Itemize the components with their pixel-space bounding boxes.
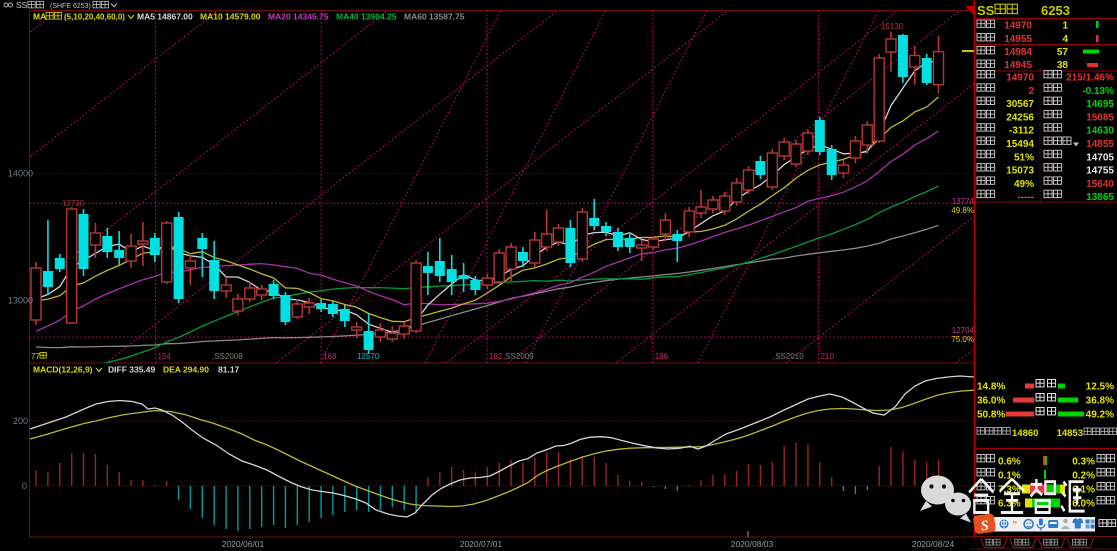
- svg-text:2: 2: [1028, 86, 1034, 97]
- svg-text:2020/06/01: 2020/06/01: [222, 539, 265, 549]
- svg-text:15073: 15073: [1006, 166, 1034, 177]
- svg-text:2020/08/24: 2020/08/24: [912, 539, 955, 549]
- svg-text:MA20 14345.75: MA20 14345.75: [268, 12, 329, 22]
- svg-text:SS: SS: [977, 3, 995, 18]
- svg-text:215/1.46%: 215/1.46%: [1066, 73, 1114, 84]
- svg-text:154: 154: [158, 352, 172, 361]
- svg-text:13774: 13774: [952, 197, 975, 206]
- svg-text:14000: 14000: [8, 169, 33, 179]
- svg-text:DIFF 335.49: DIFF 335.49: [108, 365, 156, 375]
- svg-text:S: S: [980, 518, 990, 534]
- svg-text:51%: 51%: [1014, 152, 1034, 163]
- svg-text:MA40 13904.25: MA40 13904.25: [336, 12, 397, 22]
- svg-text:14.8%: 14.8%: [977, 382, 1005, 393]
- svg-text:168: 168: [323, 352, 337, 361]
- svg-text:DEA 294.90: DEA 294.90: [163, 365, 209, 375]
- svg-text:15640: 15640: [1086, 179, 1114, 190]
- svg-text:0: 0: [22, 481, 27, 491]
- svg-text:210: 210: [821, 352, 835, 361]
- svg-text:,SS2010: ,SS2010: [773, 352, 804, 361]
- svg-text:12.5%: 12.5%: [1086, 382, 1114, 393]
- svg-text:0.6%: 0.6%: [998, 457, 1021, 468]
- svg-text:36.8%: 36.8%: [1086, 396, 1114, 407]
- svg-text:81.17: 81.17: [218, 365, 240, 375]
- svg-text:15494: 15494: [1006, 139, 1034, 150]
- svg-text:13865: 13865: [1086, 192, 1114, 203]
- svg-text:14755: 14755: [1086, 166, 1114, 177]
- svg-text:2020/08/03: 2020/08/03: [731, 539, 774, 549]
- svg-text:14705: 14705: [1086, 152, 1114, 163]
- svg-text:182: 182: [489, 352, 503, 361]
- svg-text:14630: 14630: [1086, 126, 1114, 137]
- svg-text:-3112: -3112: [1009, 126, 1034, 137]
- svg-text:6253: 6253: [1041, 3, 1070, 18]
- svg-text:14855: 14855: [1086, 139, 1114, 150]
- svg-text:14853: 14853: [1057, 428, 1083, 439]
- svg-text:77: 77: [31, 352, 40, 361]
- svg-text:6.3%: 6.3%: [998, 499, 1021, 510]
- svg-text:”: ”: [1012, 520, 1017, 531]
- svg-text:196: 196: [655, 352, 669, 361]
- svg-text:15085: 15085: [1086, 112, 1114, 123]
- svg-text:13730: 13730: [62, 199, 85, 208]
- svg-text:36.0%: 36.0%: [977, 396, 1005, 407]
- svg-text:-0.13%: -0.13%: [1082, 86, 1114, 97]
- svg-text:15130: 15130: [881, 22, 904, 31]
- svg-text:(5,10,20,40,60,0): (5,10,20,40,60,0): [64, 13, 125, 22]
- svg-text:2020/07/01: 2020/07/01: [460, 539, 503, 549]
- svg-text:0.1%: 0.1%: [998, 471, 1021, 482]
- svg-text:4: 4: [1062, 34, 1068, 45]
- svg-text:75.0%: 75.0%: [951, 335, 974, 344]
- svg-text:57: 57: [1057, 47, 1069, 58]
- svg-text:6.1%: 6.1%: [1072, 485, 1095, 496]
- svg-text:MA10 14579.00: MA10 14579.00: [200, 12, 261, 22]
- svg-text:7.3%: 7.3%: [998, 485, 1021, 496]
- svg-text:14945: 14945: [1004, 60, 1032, 71]
- svg-text:MACD(12,26,9): MACD(12,26,9): [33, 365, 93, 375]
- svg-text:12570: 12570: [357, 352, 380, 361]
- svg-text:MA5 14867.00: MA5 14867.00: [137, 12, 193, 22]
- svg-text:14860: 14860: [1012, 428, 1038, 439]
- svg-text:0.2%: 0.2%: [1072, 471, 1095, 482]
- svg-text:14695: 14695: [1086, 99, 1114, 110]
- svg-text:MA60 13587.75: MA60 13587.75: [404, 12, 465, 22]
- svg-text:12704: 12704: [952, 326, 975, 335]
- svg-text:14955: 14955: [1004, 34, 1032, 45]
- svg-text:13000: 13000: [8, 295, 33, 305]
- svg-text:30567: 30567: [1006, 99, 1034, 110]
- svg-text:1: 1: [1062, 21, 1068, 32]
- svg-text:-----: -----: [1017, 192, 1034, 203]
- svg-text:24256: 24256: [1006, 112, 1034, 123]
- svg-text:14970: 14970: [1004, 21, 1032, 32]
- svg-text:38: 38: [1057, 60, 1069, 71]
- svg-text:MA: MA: [33, 12, 46, 22]
- svg-text:14970: 14970: [1006, 73, 1034, 84]
- svg-text:,SS2009: ,SS2009: [503, 352, 534, 361]
- svg-text:14984: 14984: [1004, 47, 1032, 58]
- svg-text:50.8%: 50.8%: [977, 410, 1005, 421]
- svg-text:200: 200: [13, 416, 28, 426]
- svg-text:49%: 49%: [1014, 179, 1034, 190]
- svg-text:,SS2008: ,SS2008: [212, 352, 243, 361]
- svg-text:SS: SS: [16, 0, 28, 10]
- svg-text:6.0%: 6.0%: [1072, 499, 1095, 510]
- svg-text:49.8%: 49.8%: [951, 206, 974, 215]
- svg-text:(SHFE 6253): (SHFE 6253): [50, 3, 91, 10]
- svg-text:49.2%: 49.2%: [1086, 410, 1114, 421]
- svg-text:0.3%: 0.3%: [1072, 457, 1095, 468]
